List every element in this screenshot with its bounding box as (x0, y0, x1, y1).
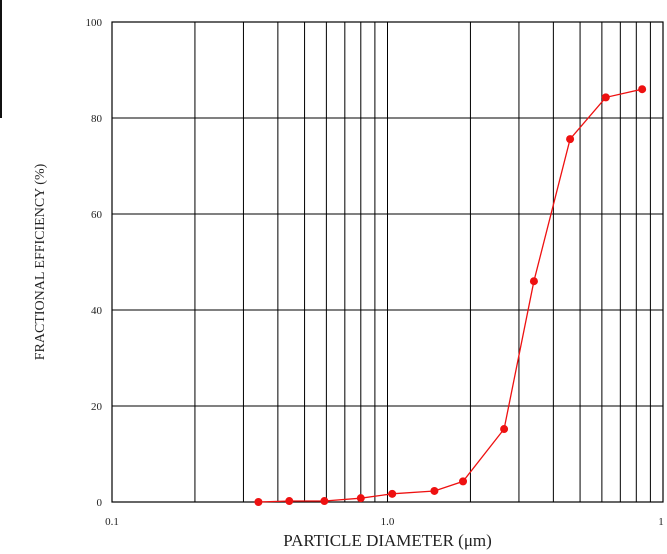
data-point (356, 494, 365, 503)
series-layer (254, 85, 647, 506)
y-tick-label: 0 (97, 497, 103, 509)
x-tick-label: 1.0 (381, 516, 395, 528)
data-point (601, 93, 610, 102)
data-point (430, 486, 439, 495)
data-point (320, 497, 329, 506)
tick-labels: 0 20 40 60 80 100 0.1 1.0 1 (86, 17, 664, 528)
x-tick-label: 1 (658, 516, 664, 528)
y-tick-label: 100 (86, 17, 103, 29)
data-point (566, 135, 575, 144)
y-tick-label: 40 (91, 305, 103, 317)
plot-frame (111, 21, 664, 503)
data-point (388, 489, 397, 498)
data-point (529, 277, 538, 286)
data-point (459, 477, 468, 486)
data-point (285, 497, 294, 506)
y-tick-label: 20 (91, 401, 103, 413)
x-tick-label: 0.1 (105, 516, 119, 528)
data-point (254, 498, 263, 506)
data-point (638, 85, 647, 94)
x-axis-title: PARTICLE DIAMETER (μm) (283, 531, 492, 550)
grid (112, 22, 663, 502)
y-tick-label: 60 (91, 209, 103, 221)
y-tick-label: 80 (91, 113, 103, 125)
data-point (500, 425, 509, 434)
left-edge-mark (0, 0, 2, 118)
series-line (258, 88, 643, 503)
y-axis-title: FRACTIONAL EFFICIENCY (%) (33, 163, 48, 360)
